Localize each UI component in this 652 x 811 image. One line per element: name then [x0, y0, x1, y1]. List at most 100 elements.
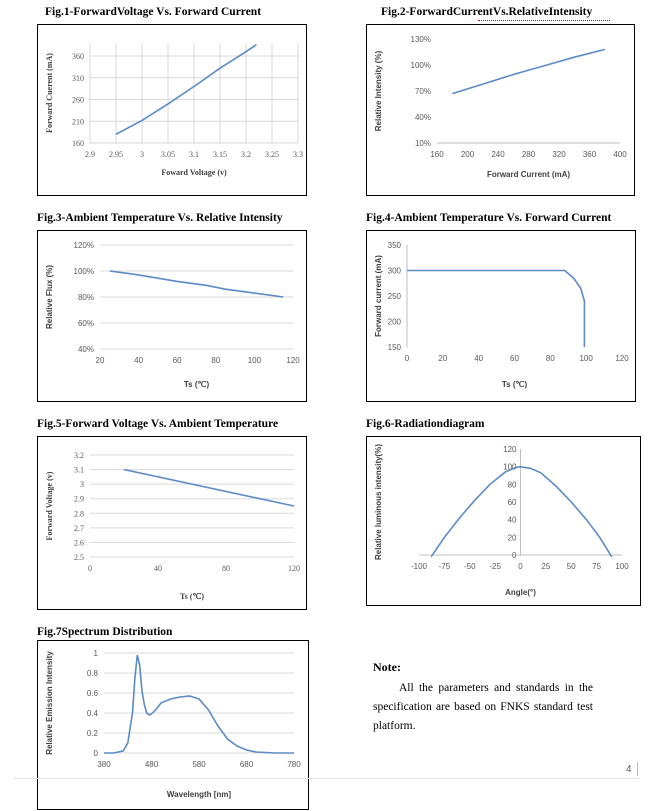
y-tick-label: 310: [72, 74, 84, 83]
fig7-title: Fig.7Spectrum Distribution: [37, 626, 173, 638]
x-tick-label: 120: [286, 356, 300, 365]
x-tick-label: 240: [491, 150, 505, 159]
x-tick-label: 3: [140, 150, 144, 159]
x-axis-title: Ts (℃): [180, 592, 204, 601]
y-tick-label: 0: [512, 551, 517, 560]
x-tick-label: 50: [567, 562, 576, 571]
footer-divider: [14, 778, 639, 779]
x-tick-label: 100: [579, 354, 593, 363]
y-tick-label: 80%: [78, 293, 94, 302]
y-tick-label: 0.2: [87, 729, 99, 738]
y-tick-label: 200: [388, 318, 402, 327]
x-tick-label: 380: [97, 760, 111, 769]
fig1-svg: 160 210 260 310 360 2.9 2.95 3 3.05 3.1 3.15 3.2 3.2…: [45, 43, 303, 177]
x-tick-label: 0: [88, 564, 92, 573]
fig3-chart: 40% 60% 80% 100% 120% 20 40 60 80 100 120 Ts (℃) Rel…: [37, 230, 307, 402]
x-tick-label: 280: [522, 150, 536, 159]
x-tick-label: 40: [134, 356, 143, 365]
fig1-title: Fig.1-ForwardVoltage Vs. Forward Current: [45, 6, 262, 18]
y-tick-label: 0.4: [87, 709, 99, 718]
y-tick-label: 120: [503, 445, 517, 454]
x-tick-label: 2.95: [109, 150, 123, 159]
y-tick-label: 70%: [415, 87, 431, 96]
y-tick-label: 120%: [74, 241, 94, 250]
x-tick-label: -50: [464, 562, 476, 571]
fig4-title: Fig.4-Ambient Temperature Vs. Forward Cu…: [366, 212, 612, 224]
y-tick-label: 2.7: [74, 524, 84, 533]
note-title: Note:: [373, 660, 401, 674]
x-tick-label: 3.3: [293, 150, 303, 159]
x-tick-label: 20: [438, 354, 447, 363]
x-tick-label: 120: [288, 564, 300, 573]
fig1-chart: 160 210 260 310 360 2.9 2.95 3 3.05 3.1 3.15 3.2 3.2…: [37, 24, 307, 196]
x-tick-label: 3.05: [161, 150, 175, 159]
fig5-title: Fig.5-Forward Voltage Vs. Ambient Temper…: [37, 418, 279, 430]
y-tick-label: 2.5: [74, 553, 84, 562]
x-axis-title: Forward Current (mA): [487, 170, 570, 179]
series-line: [109, 270, 284, 298]
fig5-chart: 2.5 2.6 2.7 2.8 2.9 3 3.1 3.2 0 40 80 120 Ts (℃) Forw…: [37, 436, 307, 610]
y-tick-label: 3: [80, 480, 84, 489]
y-axis-title: Relative Emission Intensity: [45, 651, 54, 755]
y-tick-label: 100: [503, 463, 517, 472]
fig2-chart: 10% 40% 70% 100% 130% 160 200 240 280 320 360 400 Fo…: [366, 24, 635, 196]
fig4-svg: 150 200 250 300 350 0 20 40 60 80 100 120 Ts (℃) Forw…: [374, 241, 629, 389]
y-tick-label: 350: [388, 241, 402, 250]
fig6-chart: 0 20 40 60 80 100 120 -100 -75 -50 -25 0 25 50 75 100 An…: [366, 436, 641, 606]
y-tick-label: 300: [388, 267, 402, 276]
series-line: [115, 44, 257, 136]
x-axis-title: Ts (℃): [502, 380, 528, 389]
x-tick-label: 400: [613, 150, 627, 159]
y-tick-label: 60: [508, 498, 517, 507]
series-line: [430, 465, 613, 558]
x-tick-label: 3.1: [189, 150, 199, 159]
x-tick-label: 3.2: [241, 150, 251, 159]
y-tick-label: 260: [72, 96, 84, 105]
y-axis-title: Forward Voltage (v): [45, 471, 54, 540]
x-tick-label: -75: [439, 562, 451, 571]
x-tick-label: 40: [154, 564, 162, 573]
y-axis-title: Forward Cuerent (mA): [45, 53, 54, 133]
x-tick-label: 0: [518, 562, 523, 571]
fig2-title: Fig.2-ForwardCurrentVs.RelativeIntensity: [381, 6, 593, 18]
y-tick-label: 160: [72, 139, 84, 148]
y-tick-label: 10%: [415, 139, 431, 148]
fig4-chart: 150 200 250 300 350 0 20 40 60 80 100 120 Ts (℃) Forw…: [366, 230, 636, 402]
x-tick-label: 75: [592, 562, 601, 571]
x-tick-label: 200: [461, 150, 475, 159]
x-tick-label: 3.25: [265, 150, 279, 159]
x-tick-label: 0: [405, 354, 410, 363]
x-tick-label: 480: [145, 760, 159, 769]
series-line: [452, 48, 605, 95]
y-axis-title: Relative luminous intensity(%): [374, 444, 383, 560]
x-tick-label: 20: [96, 356, 105, 365]
y-tick-label: 0.6: [87, 689, 99, 698]
series-line: [123, 468, 295, 507]
x-tick-label: 100: [615, 562, 629, 571]
y-tick-label: 20: [508, 533, 517, 542]
x-tick-label: 60: [510, 354, 519, 363]
y-tick-label: 3.2: [74, 451, 84, 460]
fig5-svg: 2.5 2.6 2.7 2.8 2.9 3 3.1 3.2 0 40 80 120 Ts (℃) Forw…: [45, 451, 300, 601]
y-axis-title: Forward current (mA): [374, 255, 383, 337]
fig6-title: Fig.6-Radiationdiagram: [366, 418, 485, 430]
x-tick-label: 160: [430, 150, 444, 159]
x-axis-title: Wavelength [nm]: [167, 790, 231, 799]
x-tick-label: 2.9: [85, 150, 95, 159]
x-tick-label: 360: [583, 150, 597, 159]
y-tick-label: 150: [388, 343, 402, 352]
fig7-chart: 0 0.2 0.4 0.6 0.8 1 380 480 580 680 780 Wavelength …: [37, 640, 309, 810]
y-tick-label: 2.9: [74, 495, 84, 504]
y-tick-label: 360: [72, 52, 84, 61]
y-axis-title: Relative Intensity (%): [374, 50, 383, 131]
fig6-svg: 0 20 40 60 80 100 120 -100 -75 -50 -25 0 25 50 75 100 An…: [374, 444, 629, 597]
y-tick-label: 40%: [415, 113, 431, 122]
y-tick-label: 210: [72, 117, 84, 126]
y-tick-label: 2.6: [74, 538, 84, 547]
series-line: [407, 269, 586, 347]
y-tick-label: 2.8: [74, 509, 84, 518]
fig2-svg: 10% 40% 70% 100% 130% 160 200 240 280 320 360 400 Fo…: [374, 35, 627, 179]
y-tick-label: 3.1: [74, 466, 84, 475]
fig7-svg: 0 0.2 0.4 0.6 0.8 1 380 480 580 680 780 Wavelength …: [45, 649, 301, 799]
x-tick-label: -100: [411, 562, 428, 571]
